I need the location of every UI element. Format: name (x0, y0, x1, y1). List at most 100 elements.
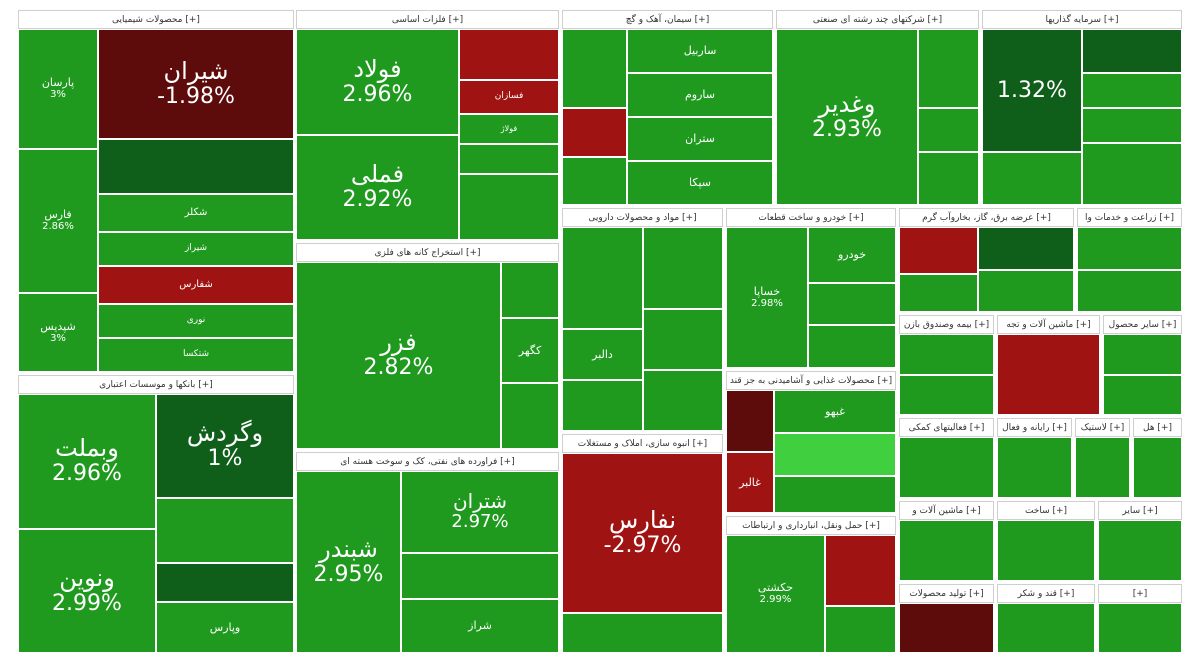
treemap-tile[interactable]: فملی 2.92% (296, 135, 459, 240)
treemap-tile[interactable] (459, 29, 559, 80)
treemap-tile[interactable] (562, 613, 723, 653)
treemap-tile[interactable]: شتکسا (98, 338, 294, 372)
treemap-tile[interactable]: فزر 2.82% (296, 262, 501, 449)
treemap-tile[interactable] (1103, 334, 1182, 375)
treemap-tile[interactable]: ساروم (627, 73, 773, 117)
treemap-tile[interactable]: شپدیس 3% (18, 293, 98, 372)
treemap-tile[interactable] (899, 274, 978, 312)
treemap-tile[interactable] (501, 262, 559, 318)
sector-header[interactable]: سایر [+] (1098, 501, 1182, 520)
treemap-tile[interactable] (156, 563, 294, 602)
treemap-tile[interactable] (1082, 143, 1182, 205)
treemap-tile[interactable] (562, 227, 643, 329)
treemap-tile[interactable] (997, 334, 1100, 415)
treemap-tile[interactable]: فارس 2.86% (18, 149, 98, 293)
treemap-tile[interactable]: شتران 2.97% (401, 471, 559, 553)
treemap-tile[interactable] (825, 535, 896, 606)
treemap-tile[interactable] (1077, 270, 1182, 312)
sector-header[interactable]: سایر محصول [+] (1103, 315, 1182, 334)
treemap-tile[interactable] (501, 383, 559, 449)
sector-header[interactable]: استخراج کانه های فلزی [+] (296, 243, 559, 262)
sector-header[interactable]: سرمایه گذاریها [+] (982, 10, 1182, 29)
treemap-tile[interactable]: کگهر (501, 318, 559, 383)
sector-header[interactable]: شرکتهای چند رشته ای صنعتی [+] (776, 10, 979, 29)
treemap-tile[interactable] (899, 437, 994, 498)
treemap-tile[interactable] (562, 380, 643, 431)
treemap-tile[interactable]: ونوین 2.99% (18, 529, 156, 653)
treemap-tile[interactable] (1098, 603, 1182, 653)
treemap-tile[interactable]: شکلر (98, 194, 294, 232)
treemap-tile[interactable]: فسازان (459, 80, 559, 114)
treemap-tile[interactable] (899, 334, 994, 375)
sector-header[interactable]: سیمان، آهک و گچ [+] (562, 10, 773, 29)
treemap-tile[interactable] (774, 433, 896, 476)
sector-header[interactable]: رایانه و فعال [+] (997, 418, 1072, 437)
treemap-tile[interactable] (643, 227, 723, 309)
treemap-tile[interactable] (808, 325, 896, 368)
treemap-tile[interactable] (899, 603, 994, 653)
treemap-tile[interactable] (1103, 375, 1182, 415)
treemap-tile[interactable] (978, 227, 1074, 270)
treemap-tile[interactable] (1077, 227, 1182, 270)
sector-header[interactable]: حمل ونقل، انبارداری و ارتباطات [+] (726, 516, 896, 535)
sector-header[interactable]: بیمه وصندوق بازن [+] (899, 315, 994, 334)
treemap-tile[interactable]: ستران (627, 117, 773, 161)
treemap-tile[interactable] (1082, 73, 1182, 108)
treemap-tile[interactable]: سپکا (627, 161, 773, 205)
treemap-tile[interactable]: 1.32% (982, 29, 1082, 152)
sector-header[interactable]: عرضه برق، گاز، بخاروآب گرم [+] (899, 208, 1074, 227)
sector-header[interactable]: ماشین آلات و [+] (899, 501, 994, 520)
treemap-tile[interactable]: وگردش 1% (156, 394, 294, 498)
treemap-tile[interactable] (459, 144, 559, 174)
treemap-tile[interactable]: خساپا 2.98% (726, 227, 808, 368)
treemap-tile[interactable]: نوری (98, 304, 294, 338)
treemap-tile[interactable] (774, 476, 896, 513)
treemap-tile[interactable] (899, 227, 978, 274)
treemap-tile[interactable] (1133, 437, 1182, 498)
sector-header[interactable]: ماشین آلات و تجه [+] (997, 315, 1100, 334)
treemap-tile[interactable] (1082, 29, 1182, 73)
treemap-tile[interactable] (562, 29, 627, 108)
treemap-tile[interactable] (562, 157, 627, 205)
treemap-tile[interactable]: شفارس (98, 266, 294, 304)
sector-header[interactable]: لاستیک [+] (1075, 418, 1130, 437)
treemap-tile[interactable]: غالبر (726, 452, 774, 513)
treemap-tile[interactable] (899, 375, 994, 415)
treemap-tile[interactable] (1075, 437, 1130, 498)
treemap-tile[interactable] (643, 370, 723, 431)
sector-header[interactable]: فعالیتهای کمکی [+] (899, 418, 994, 437)
sector-header[interactable]: خودرو و ساخت قطعات [+] (726, 208, 896, 227)
treemap-tile[interactable] (918, 152, 979, 205)
treemap-tile[interactable] (899, 520, 994, 581)
treemap-tile[interactable] (997, 437, 1072, 498)
sector-header[interactable]: ساخت [+] (997, 501, 1095, 520)
sector-header[interactable]: فلزات اساسی [+] (296, 10, 559, 29)
treemap-tile[interactable] (918, 29, 979, 108)
treemap-tile[interactable] (562, 108, 627, 157)
treemap-tile[interactable] (643, 309, 723, 370)
treemap-tile[interactable] (459, 174, 559, 240)
sector-header[interactable]: [+] (1098, 584, 1182, 603)
treemap-tile[interactable]: نفارس -2.97% (562, 453, 723, 613)
treemap-tile[interactable] (997, 520, 1095, 581)
treemap-tile[interactable]: خودرو (808, 227, 896, 283)
sector-header[interactable]: تولید محصولات [+] (899, 584, 994, 603)
treemap-tile[interactable] (825, 606, 896, 653)
treemap-tile[interactable]: حکشتی 2.99% (726, 535, 825, 653)
sector-header[interactable]: محصولات غذایی و آشامیدنی به جز قند [+] (726, 371, 896, 390)
treemap-tile[interactable] (997, 603, 1095, 653)
treemap-tile[interactable]: شراز (401, 599, 559, 653)
treemap-tile[interactable] (1082, 108, 1182, 143)
treemap-tile[interactable]: غبهو (774, 390, 896, 433)
treemap-tile[interactable] (978, 270, 1074, 312)
treemap-tile[interactable] (982, 152, 1082, 205)
treemap-tile[interactable]: وبملت 2.96% (18, 394, 156, 529)
treemap-tile[interactable] (156, 498, 294, 563)
treemap-tile[interactable]: ساربیل (627, 29, 773, 73)
treemap-tile[interactable] (98, 139, 294, 194)
sector-header[interactable]: مواد و محصولات دارویی [+] (562, 208, 723, 227)
sector-header[interactable]: بانکها و موسسات اعتباری [+] (18, 375, 294, 394)
treemap-tile[interactable]: دالبر (562, 329, 643, 380)
treemap-tile[interactable]: وغدیر 2.93% (776, 29, 918, 205)
treemap-tile[interactable]: پارسان 3% (18, 29, 98, 149)
